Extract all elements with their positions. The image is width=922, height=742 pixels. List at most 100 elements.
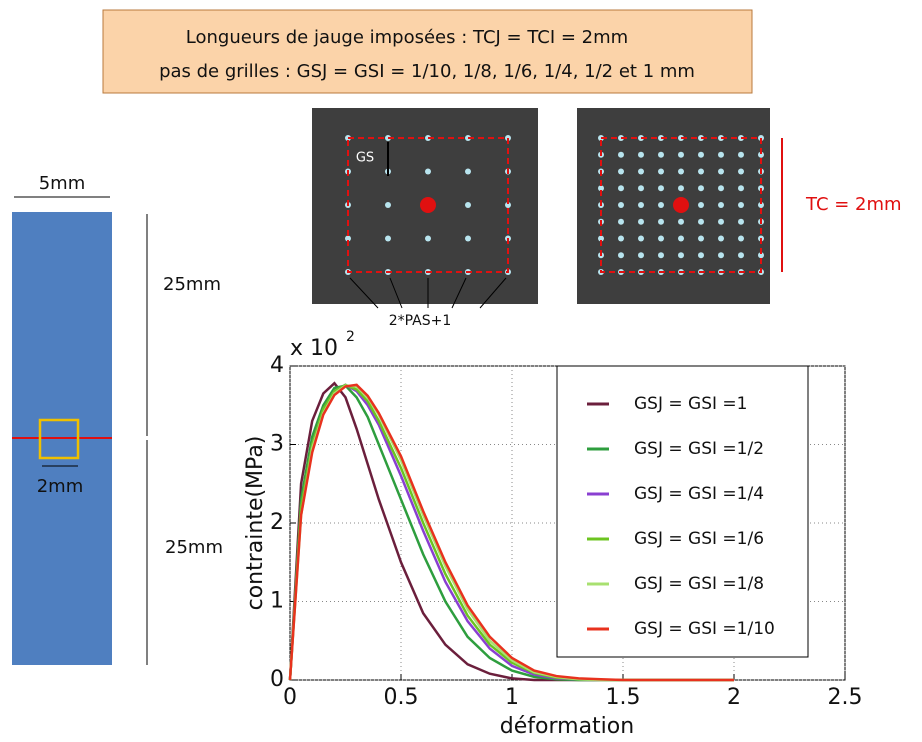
dot bbox=[638, 235, 644, 242]
dot bbox=[718, 235, 724, 242]
x-tick-label: 1.5 bbox=[606, 685, 641, 710]
x-tick-label: 2.5 bbox=[828, 685, 863, 710]
dot bbox=[658, 218, 664, 225]
dim-label: 25mm bbox=[165, 537, 223, 558]
points-label: 2*PAS+1 bbox=[389, 313, 452, 329]
dot bbox=[385, 235, 391, 242]
dot bbox=[598, 185, 604, 192]
dot bbox=[738, 185, 744, 192]
dot bbox=[618, 151, 624, 158]
dim-label: 5mm bbox=[39, 173, 86, 194]
dot bbox=[465, 202, 471, 208]
dot bbox=[738, 168, 744, 175]
dot bbox=[658, 252, 664, 259]
dot bbox=[385, 202, 391, 208]
x-tick-label: 0.5 bbox=[384, 685, 419, 710]
dot bbox=[465, 235, 471, 242]
dot bbox=[758, 151, 764, 158]
dot bbox=[758, 252, 764, 259]
dot bbox=[718, 168, 724, 175]
y-multiplier-exp: 2 bbox=[346, 329, 355, 345]
dot bbox=[658, 168, 664, 175]
header-line: Longueurs de jauge imposées : TCJ = TCI … bbox=[186, 27, 628, 48]
dot bbox=[738, 235, 744, 242]
dot bbox=[718, 185, 724, 192]
dot bbox=[618, 168, 624, 175]
dot bbox=[678, 235, 684, 242]
dot bbox=[658, 185, 664, 192]
dot bbox=[618, 185, 624, 192]
header-line: pas de grilles : GSJ = GSI = 1/10, 1/8, … bbox=[159, 61, 695, 82]
dot bbox=[738, 202, 744, 208]
dot bbox=[698, 218, 704, 225]
dot bbox=[678, 151, 684, 158]
dot bbox=[638, 252, 644, 259]
dot bbox=[698, 235, 704, 242]
dot bbox=[698, 185, 704, 192]
dot bbox=[698, 168, 704, 175]
dot bbox=[618, 252, 624, 259]
series-line bbox=[288, 383, 734, 682]
dot bbox=[658, 151, 664, 158]
legend-label: GSJ = GSI =1/10 bbox=[634, 619, 775, 639]
y-tick-label: 4 bbox=[270, 353, 284, 378]
y-tick-label: 3 bbox=[270, 432, 284, 457]
dot-grids bbox=[345, 135, 764, 275]
y-tick-label: 2 bbox=[270, 510, 284, 535]
dot bbox=[638, 151, 644, 158]
legend-box bbox=[556, 365, 809, 658]
center bbox=[420, 197, 436, 213]
dot bbox=[345, 235, 351, 242]
dot bbox=[738, 151, 744, 158]
gauge-box bbox=[38, 418, 80, 460]
dot bbox=[718, 202, 724, 208]
y-axis-label: contrainte(MPa) bbox=[243, 436, 268, 611]
tc-label: TC = 2mm bbox=[805, 194, 902, 215]
x-tick-label: 1 bbox=[505, 685, 519, 710]
dot bbox=[638, 202, 644, 208]
dot bbox=[638, 168, 644, 175]
dim-label: 2mm bbox=[37, 476, 84, 497]
point-arrows bbox=[349, 277, 507, 309]
dot bbox=[658, 235, 664, 242]
legend-label: GSJ = GSI =1 bbox=[634, 394, 747, 414]
dot bbox=[425, 235, 431, 242]
dot bbox=[658, 202, 664, 208]
legend-label: GSJ = GSI =1/4 bbox=[634, 484, 764, 504]
dot bbox=[465, 168, 471, 175]
dot bbox=[718, 252, 724, 259]
y-tick-label: 0 bbox=[270, 667, 284, 692]
dot bbox=[738, 218, 744, 225]
x-tick-label: 2 bbox=[727, 685, 741, 710]
dot bbox=[678, 185, 684, 192]
legend-label: GSJ = GSI =1/2 bbox=[634, 439, 764, 459]
legend-label: GSJ = GSI =1/8 bbox=[634, 574, 764, 594]
dot bbox=[678, 218, 684, 225]
zone bbox=[600, 137, 762, 273]
dot bbox=[618, 218, 624, 225]
y-multiplier: x 10 bbox=[290, 336, 338, 361]
dot bbox=[758, 202, 764, 208]
dot bbox=[738, 252, 744, 259]
dot bbox=[698, 202, 704, 208]
header-box bbox=[102, 9, 753, 94]
dot bbox=[638, 218, 644, 225]
y-tick-label: 1 bbox=[270, 589, 284, 614]
dot bbox=[698, 151, 704, 158]
x-tick-label: 0 bbox=[283, 685, 297, 710]
dot bbox=[598, 235, 604, 242]
zone bbox=[347, 137, 509, 273]
dot bbox=[678, 252, 684, 259]
gs-label: GS bbox=[356, 151, 374, 166]
dot bbox=[505, 202, 511, 208]
center bbox=[673, 197, 689, 213]
dot bbox=[425, 168, 431, 175]
dot bbox=[698, 252, 704, 259]
dot bbox=[718, 151, 724, 158]
dot bbox=[678, 168, 684, 175]
dot bbox=[718, 218, 724, 225]
dot bbox=[618, 202, 624, 208]
dim-label: 25mm bbox=[163, 274, 221, 295]
dot bbox=[618, 235, 624, 242]
